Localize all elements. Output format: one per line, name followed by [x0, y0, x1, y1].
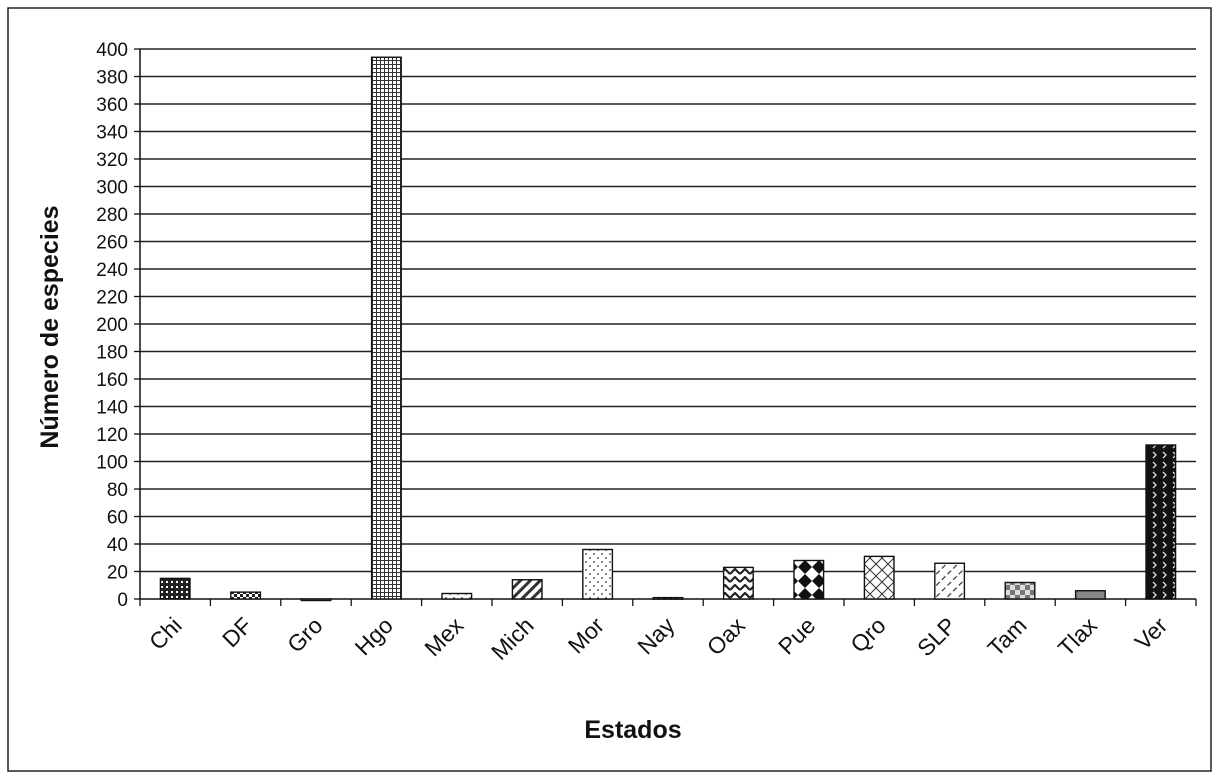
bar-mor	[582, 548, 614, 600]
bar-df	[230, 591, 262, 600]
bar-ver	[1145, 444, 1177, 600]
x-axis-title: Estados	[584, 716, 681, 744]
y-tick-label: 380	[96, 68, 128, 89]
bar-nay	[652, 596, 684, 600]
y-axis-ticks: 0 20 40 60 80 100 120 140 160 180 200 220 240 260 280 3…	[96, 40, 140, 611]
bar-chi	[159, 577, 191, 600]
y-tick-label: 0	[117, 590, 128, 611]
y-tick-label: 260	[96, 233, 128, 254]
y-tick-label: 160	[96, 370, 128, 391]
y-tick-label: 120	[96, 425, 128, 446]
bar-pue	[793, 559, 825, 600]
y-tick-label: 360	[96, 95, 128, 116]
y-tick-label: 180	[96, 343, 128, 364]
y-axis-title: Número de especies	[36, 205, 64, 448]
bars	[159, 56, 1177, 602]
x-axis-ticks	[139, 599, 1197, 606]
gridlines	[140, 48, 1196, 573]
bar-oax	[722, 566, 754, 600]
y-tick-label: 320	[96, 150, 128, 171]
y-tick-label: 340	[96, 123, 128, 144]
bar-slp	[934, 562, 966, 600]
y-tick-label: 140	[96, 398, 128, 419]
y-tick-label: 300	[96, 178, 128, 199]
bar-tlax	[1074, 590, 1106, 600]
y-tick-label: 40	[107, 535, 128, 556]
bar-mich	[511, 579, 543, 600]
y-tick-label: 280	[96, 205, 128, 226]
y-tick-label: 80	[107, 480, 128, 501]
y-tick-label: 220	[96, 288, 128, 309]
bar-hgo	[370, 56, 402, 600]
y-tick-label: 240	[96, 260, 128, 281]
y-tick-label: 60	[107, 508, 128, 529]
y-tick-label: 100	[96, 453, 128, 474]
bar-qro	[863, 555, 895, 600]
chart-border	[7, 7, 1212, 772]
bar-mex	[441, 592, 473, 600]
y-tick-label: 200	[96, 315, 128, 336]
bar-tam	[1004, 581, 1036, 600]
bar-gro	[300, 598, 332, 602]
y-tick-label: 20	[107, 563, 128, 584]
y-tick-label: 400	[96, 40, 128, 61]
